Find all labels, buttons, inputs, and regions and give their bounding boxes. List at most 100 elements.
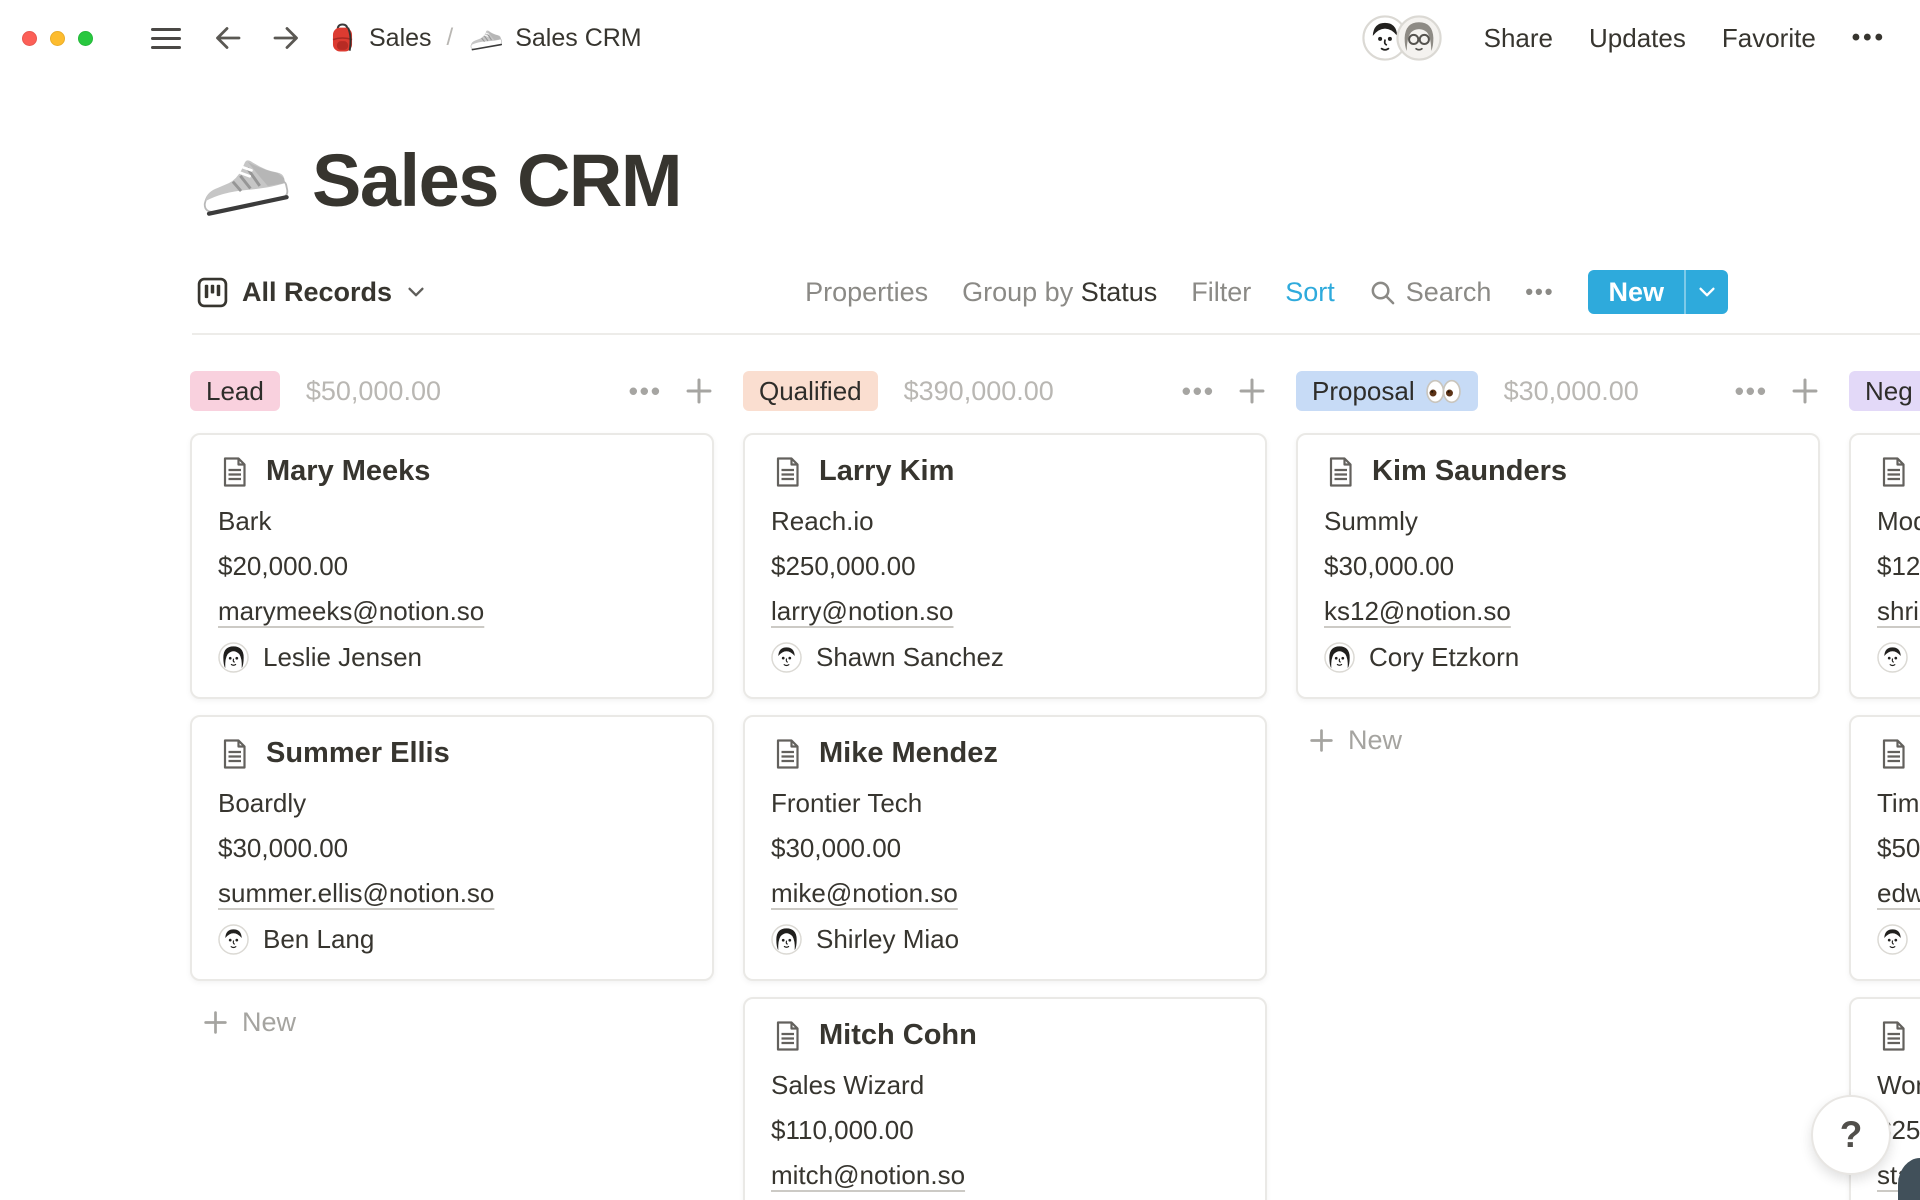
filter-button[interactable]: Filter <box>1191 276 1252 307</box>
record-card[interactable]: E Tims $50, edwi H <box>1849 715 1920 981</box>
card-email[interactable]: larry@notion.so <box>771 596 954 626</box>
new-button-chevron[interactable] <box>1684 270 1728 314</box>
toolbar-more-icon[interactable]: ••• <box>1525 279 1555 304</box>
record-card[interactable]: Mike Mendez Frontier Tech $30,000.00 mik… <box>743 715 1267 981</box>
avatar <box>771 642 802 673</box>
topbar-actions: Share Updates Favorite ••• <box>1362 15 1886 61</box>
card-company: Tims <box>1877 788 1920 818</box>
card-email[interactable]: mike@notion.so <box>771 878 958 908</box>
eyes-emoji-icon <box>1425 379 1462 404</box>
topbar: Sales / Sales CRM Share Updates Favorite… <box>0 0 1920 76</box>
card-email[interactable]: ks12@notion.so <box>1324 596 1511 626</box>
page-sneaker-icon[interactable] <box>191 141 294 221</box>
view-switcher[interactable]: All Records <box>196 276 427 309</box>
column-add-icon[interactable] <box>1237 376 1267 406</box>
status-label: Qualified <box>759 375 862 406</box>
card-amount: $50, <box>1877 833 1920 863</box>
toolbar-actions: Properties Group by Status Filter Sort S… <box>805 270 1728 314</box>
zoom-button[interactable] <box>78 30 93 46</box>
column-tools: ••• <box>1182 376 1267 407</box>
card-owner: Cory Etzkorn <box>1324 642 1792 673</box>
card-email[interactable]: shria <box>1877 596 1920 626</box>
page-icon <box>218 738 250 770</box>
card-company: Summly <box>1324 506 1418 536</box>
new-card-button[interactable]: New <box>190 1007 714 1038</box>
avatar <box>1396 15 1442 61</box>
search-button[interactable]: Search <box>1369 277 1491 308</box>
view-name: All Records <box>242 276 393 307</box>
card-company: Reach.io <box>771 506 874 536</box>
board-column-qualified: Qualified $390,000.00 ••• Larry Kim Reac… <box>743 371 1267 1200</box>
column-more-icon[interactable]: ••• <box>1181 375 1215 406</box>
avatar <box>1324 642 1355 673</box>
column-add-icon[interactable] <box>684 376 714 406</box>
plus-icon <box>1308 727 1335 754</box>
status-badge[interactable]: Proposal <box>1296 371 1478 411</box>
minimize-button[interactable] <box>50 30 65 46</box>
back-arrow-icon[interactable] <box>213 23 243 53</box>
column-sum: $30,000.00 <box>1503 375 1639 406</box>
card-email[interactable]: marymeeks@notion.so <box>218 596 485 626</box>
share-button[interactable]: Share <box>1483 22 1554 53</box>
card-email[interactable]: mitch@notion.so <box>771 1160 966 1190</box>
page-icon <box>1324 456 1356 488</box>
close-button[interactable] <box>22 30 37 46</box>
record-card[interactable]: S Mod $125 shria E <box>1849 433 1920 699</box>
sidebar-menu-icon[interactable] <box>151 27 181 49</box>
status-badge[interactable]: Neg <box>1849 371 1920 411</box>
new-card-button[interactable]: New <box>1296 725 1820 756</box>
page-title[interactable]: Sales CRM <box>312 139 682 222</box>
new-record-button[interactable]: New <box>1588 270 1728 314</box>
page-icon <box>1877 456 1909 488</box>
card-name: Mitch Cohn <box>819 1019 977 1051</box>
record-card[interactable]: Mary Meeks Bark $20,000.00 marymeeks@not… <box>190 433 714 699</box>
new-card-label: New <box>1348 725 1403 755</box>
card-company: Mod <box>1877 506 1920 536</box>
new-button-label[interactable]: New <box>1608 276 1664 307</box>
card-email[interactable]: summer.ellis@notion.so <box>218 878 495 908</box>
group-by-button[interactable]: Group by Status <box>962 277 1157 308</box>
more-options-icon[interactable]: ••• <box>1851 24 1886 51</box>
history-nav <box>213 23 301 53</box>
record-card[interactable]: Summer Ellis Boardly $30,000.00 summer.e… <box>190 715 714 981</box>
card-owner: Shirley Miao <box>771 924 1239 955</box>
board-column-negotiation: Neg ••• S Mod $125 shria E <box>1849 371 1920 1200</box>
record-card[interactable]: Larry Kim Reach.io $250,000.00 larry@not… <box>743 433 1267 699</box>
card-amount: $20,000.00 <box>218 551 349 581</box>
owner-name: Ben Lang <box>263 924 375 954</box>
column-header: Proposal $30,000.00 ••• <box>1296 371 1820 411</box>
card-name: Mike Mendez <box>819 737 998 769</box>
breadcrumb-sales-crm[interactable]: Sales CRM <box>515 23 642 52</box>
chevron-down-icon <box>1696 281 1718 303</box>
status-badge[interactable]: Lead <box>190 371 280 411</box>
column-header: Lead $50,000.00 ••• <box>190 371 714 411</box>
board-column-lead: Lead $50,000.00 ••• Mary Meeks Bark $20,… <box>190 371 714 1038</box>
properties-button[interactable]: Properties <box>805 276 929 307</box>
sort-button[interactable]: Sort <box>1285 276 1335 307</box>
updates-button[interactable]: Updates <box>1589 22 1686 53</box>
card-name: Larry Kim <box>819 455 955 487</box>
card-owner: E <box>1877 642 1920 673</box>
record-card[interactable]: Mitch Cohn Sales Wizard $110,000.00 mitc… <box>743 997 1267 1200</box>
page-icon <box>218 456 250 488</box>
favorite-button[interactable]: Favorite <box>1721 22 1816 53</box>
help-button[interactable]: ? <box>1811 1095 1891 1175</box>
forward-arrow-icon[interactable] <box>271 23 301 53</box>
column-add-icon[interactable] <box>1790 376 1820 406</box>
breadcrumb-sales[interactable]: Sales <box>369 23 432 52</box>
page-icon <box>771 738 803 770</box>
card-name: Mary Meeks <box>266 455 431 487</box>
group-by-value: Status <box>1080 276 1158 307</box>
status-label: Proposal <box>1312 375 1415 406</box>
board-column-proposal: Proposal $30,000.00 ••• Kim Saunders Sum… <box>1296 371 1820 756</box>
column-more-icon[interactable]: ••• <box>1734 375 1768 406</box>
card-amount: $30,000.00 <box>1324 551 1455 581</box>
status-badge[interactable]: Qualified <box>743 371 878 411</box>
column-header: Qualified $390,000.00 ••• <box>743 371 1267 411</box>
column-header: Neg ••• <box>1849 371 1920 411</box>
chevron-down-icon <box>405 281 427 303</box>
record-card[interactable]: Kim Saunders Summly $30,000.00 ks12@noti… <box>1296 433 1820 699</box>
cursor-artifact <box>1898 1158 1920 1200</box>
column-more-icon[interactable]: ••• <box>628 375 662 406</box>
card-email[interactable]: edwi <box>1877 878 1920 908</box>
